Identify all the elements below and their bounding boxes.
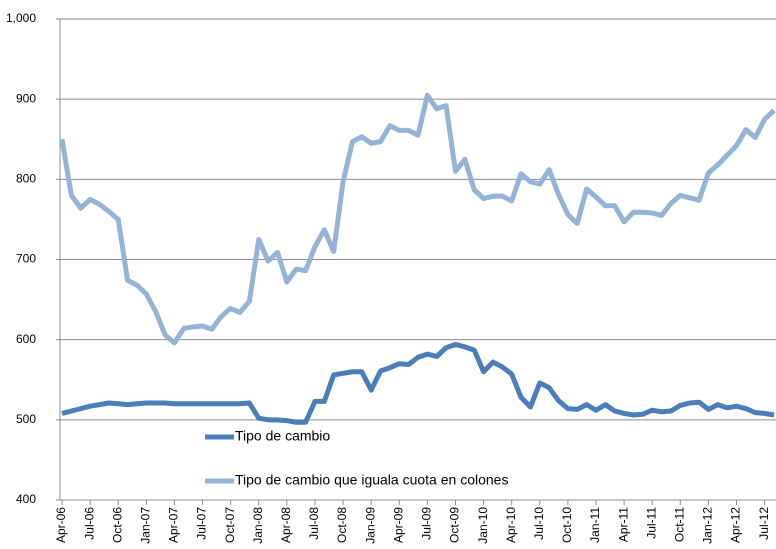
x-tick-label: Apr-12 [729,507,743,543]
y-tick-label: 400 [16,492,36,506]
x-tick-label: Jul-06 [82,507,96,540]
y-tick-label: 500 [16,412,36,426]
y-tick-label: 800 [16,172,36,186]
x-tick-label: Apr-07 [167,507,181,543]
x-tick-label: Oct-08 [335,507,349,543]
x-tick-label: Apr-06 [54,507,68,543]
x-tick-label: Apr-08 [279,507,293,543]
data-line [61,341,775,425]
y-tick-label: 700 [16,252,36,266]
x-tick-label: Jan-09 [363,507,377,544]
legend-label: Tipo de cambio [235,428,330,444]
y-tick-label: 1,000 [6,11,36,25]
x-tick-label: Jul-07 [195,507,209,540]
x-tick-label: Jan-11 [588,507,602,543]
x-tick-label: Jan-07 [138,507,152,544]
x-tick-label: Oct-07 [223,507,237,543]
x-tick-label: Oct-11 [672,507,686,542]
x-tick-label: Apr-11 [616,507,630,542]
x-tick-label: Jul-12 [757,507,771,540]
x-tick-label: Oct-09 [448,507,462,543]
x-tick-label: Oct-06 [110,507,124,543]
x-tick-label: Jan-08 [251,507,265,544]
x-tick-label: Apr-10 [504,507,518,543]
x-tick-label: Jul-09 [420,507,434,540]
x-tick-label: Oct-10 [560,507,574,543]
legend-label: Tipo de cambio que iguala cuota en colon… [235,472,508,488]
x-tick-label: Jul-08 [307,507,321,540]
x-tick-label: Jul-11 [644,507,658,539]
y-tick-label: 900 [16,91,36,105]
x-tick-label: Jan-12 [701,507,715,544]
x-tick-label: Jul-10 [532,507,546,540]
y-tick-label: 600 [16,332,36,346]
data-line [59,92,776,346]
x-tick-label: Apr-09 [391,507,405,543]
x-tick-label: Jan-10 [476,507,490,544]
